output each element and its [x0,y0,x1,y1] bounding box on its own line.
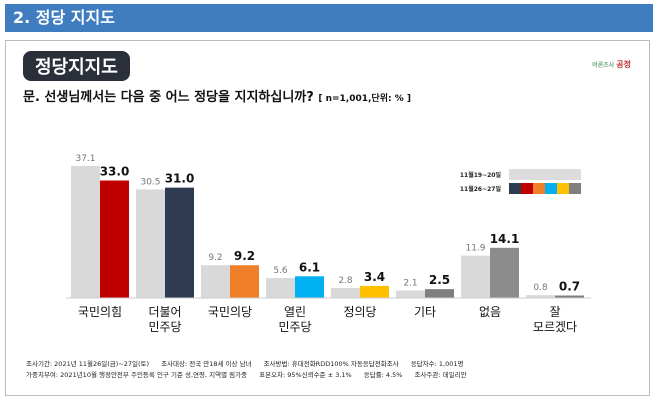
bar [201,265,230,298]
bar [100,180,129,298]
data-label: 37.1 [75,154,95,164]
category-label: 민주당 [278,320,311,334]
bar [360,285,389,298]
legend-label: 11월26~27일 [460,185,502,193]
chart-badge: 정당지지도 [23,51,130,81]
bar [266,278,295,298]
footer-note: 가중치부여: 2021년10월 행정안전부 주민등록 인구 기준 성,연령, 지… [26,371,248,379]
bar [461,255,490,298]
legend-swatch [509,169,521,180]
data-label: 9.2 [234,249,255,263]
data-label: 5.6 [273,266,288,276]
data-label: 0.7 [559,280,580,294]
data-label: 11.9 [465,244,485,254]
chart-card: 정당지지도 여론조사 공정 문. 선생님께서는 다음 중 어느 정당을 지지하십니… [5,40,650,396]
data-label: 31.0 [165,172,195,186]
category-label: 모르겠다 [533,320,577,334]
logo-brand: 공정 [616,60,631,69]
legend-swatch [545,169,557,180]
legend-swatch [533,169,545,180]
category-label: 국민의당 [208,305,252,319]
category-label: 기타 [414,305,436,319]
bar [71,165,100,298]
data-label: 0.8 [533,283,548,293]
question: 문. 선생님께서는 다음 중 어느 정당을 지지하십니까? [ n=1,001,… [23,86,411,105]
bar [136,189,165,298]
footer-note: 응답률: 4.5% [363,371,403,379]
bar [555,295,584,298]
category-label: 더불어 [148,305,181,319]
data-label: 2.1 [403,279,417,289]
data-label: 2.8 [338,276,353,286]
footer-note: 조사방법: 휴대전화RDD100% 자동응답전화조사 [263,360,399,368]
bar [490,247,519,298]
data-label: 9.2 [208,253,222,263]
bar [230,265,259,298]
data-label: 30.5 [140,177,160,187]
bar [295,276,324,298]
legend-swatch [569,183,581,194]
legend-label: 11월19~20일 [460,171,502,179]
category-label: 없음 [479,305,501,319]
data-label: 33.0 [100,165,130,179]
legend-swatch [509,183,521,194]
section-header: 2. 정당 지지도 [5,4,653,32]
legend-swatch [557,183,569,194]
category-label: 국민의힘 [78,305,122,319]
footer-note: 응답자수: 1,001명 [410,360,464,368]
category-label: 열린 [284,305,306,319]
data-label: 14.1 [490,232,520,246]
logo-text: 여론조사 [592,62,615,69]
data-label: 3.4 [364,270,385,284]
category-label: 잘 [549,305,560,319]
legend-swatch [533,183,545,194]
footer-note: 조사주관: 데일리안 [414,371,467,379]
logo: 여론조사 공정 [592,59,631,70]
legend-swatch [557,169,569,180]
legend-swatch [521,183,533,194]
footer-note: 조사기간: 2021년 11월26일(금)~27일(토) [26,360,150,368]
question-text: 문. 선생님께서는 다음 중 어느 정당을 지지하십니까? [23,90,314,105]
question-note: [ n=1,001,단위: % ] [318,94,411,104]
bar [165,187,194,298]
category-label: 정의당 [343,305,376,319]
footer-note: 조사대상: 전국 만18세 이상 남녀 [161,360,252,368]
bar [396,290,425,298]
footer-notes: 조사기간: 2021년 11월26일(금)~27일(토) 조사대상: 전국 만18… [26,359,479,381]
bar [331,288,360,298]
bar [526,295,555,298]
data-label: 2.5 [429,273,450,287]
footer-note: 표본오차: 95%신뢰수준 ± 3.1% [259,371,352,379]
legend-swatch [521,169,533,180]
data-label: 6.1 [299,260,320,274]
legend-swatch [545,183,557,194]
legend-swatch [569,169,581,180]
category-label: 민주당 [148,320,181,334]
bar [425,289,454,298]
